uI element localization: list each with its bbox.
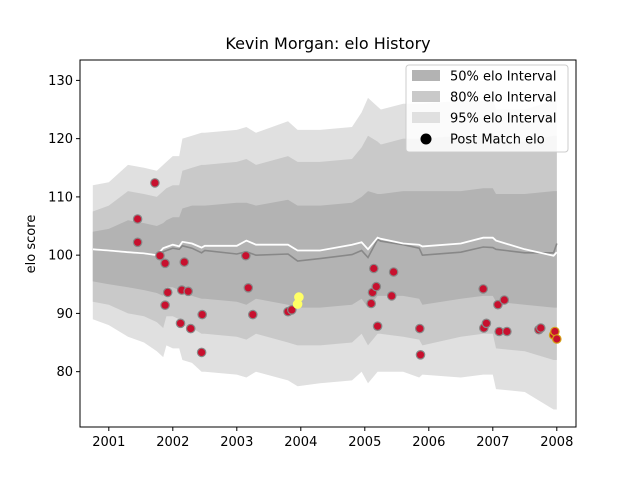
legend: 50% elo Interval 80% elo Interval 95% elo … [406, 65, 568, 152]
y-tick-label: 90 [56, 307, 73, 322]
y-tick-label: 130 [48, 74, 73, 89]
data-point [373, 322, 381, 330]
y-axis-label: elo score [24, 215, 39, 274]
data-point [156, 252, 164, 260]
data-point [553, 335, 561, 343]
x-tick-label: 2001 [92, 435, 125, 450]
x-tick-label: 2008 [540, 435, 573, 450]
data-point [161, 301, 169, 309]
y-tick-label: 80 [56, 365, 73, 380]
data-point [295, 293, 303, 301]
data-point [372, 282, 380, 290]
data-point [537, 324, 545, 332]
y-tick-label: 100 [48, 249, 73, 264]
data-point [389, 268, 397, 276]
data-point [187, 324, 195, 332]
legend-swatch [412, 91, 440, 102]
data-point [482, 319, 490, 327]
data-point [198, 310, 206, 318]
data-point [161, 259, 169, 267]
x-axis-ticks: 2001 2002 2003 2004 2005 2006 2007 2008 [92, 427, 573, 450]
data-point [388, 292, 396, 300]
y-tick-label: 110 [48, 190, 73, 205]
legend-swatch [412, 70, 440, 81]
x-tick-label: 2006 [412, 435, 445, 450]
data-point [164, 288, 172, 296]
data-point [479, 285, 487, 293]
legend-label: Post Match elo [450, 133, 545, 148]
legend-swatch [412, 112, 440, 123]
data-point [370, 264, 378, 272]
y-tick-label: 120 [48, 132, 73, 147]
x-tick-label: 2005 [348, 435, 381, 450]
legend-label: 80% elo Interval [450, 91, 557, 106]
data-point [133, 215, 141, 223]
data-point [416, 324, 424, 332]
legend-marker [421, 134, 432, 145]
x-tick-label: 2007 [476, 435, 509, 450]
data-point [133, 238, 141, 246]
data-point [184, 287, 192, 295]
data-point [416, 351, 424, 359]
data-point [180, 258, 188, 266]
chart-title: Kevin Morgan: elo History [225, 34, 430, 53]
x-tick-label: 2004 [284, 435, 317, 450]
legend-label: 95% elo Interval [450, 112, 557, 127]
data-point [244, 284, 252, 292]
y-axis-ticks: 80 90 100 110 120 130 [48, 74, 80, 380]
data-point [503, 327, 511, 335]
data-point [500, 296, 508, 304]
x-tick-label: 2003 [220, 435, 253, 450]
data-point [197, 348, 205, 356]
data-point [249, 310, 257, 318]
legend-label: 50% elo Interval [450, 70, 557, 85]
x-tick-label: 2002 [156, 435, 189, 450]
data-point [151, 179, 159, 187]
data-point [176, 319, 184, 327]
data-point [367, 299, 375, 307]
data-point [242, 252, 250, 260]
